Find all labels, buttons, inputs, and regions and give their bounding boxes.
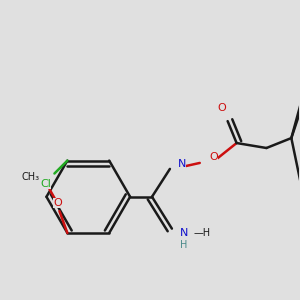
Text: Cl: Cl bbox=[40, 179, 51, 190]
Text: N: N bbox=[180, 228, 188, 238]
Text: —H: —H bbox=[194, 228, 211, 238]
Text: O: O bbox=[53, 198, 62, 208]
Text: O: O bbox=[210, 152, 218, 162]
Text: H: H bbox=[180, 240, 187, 250]
Text: N: N bbox=[178, 159, 186, 169]
Text: O: O bbox=[217, 103, 226, 113]
Text: CH₃: CH₃ bbox=[21, 172, 40, 182]
